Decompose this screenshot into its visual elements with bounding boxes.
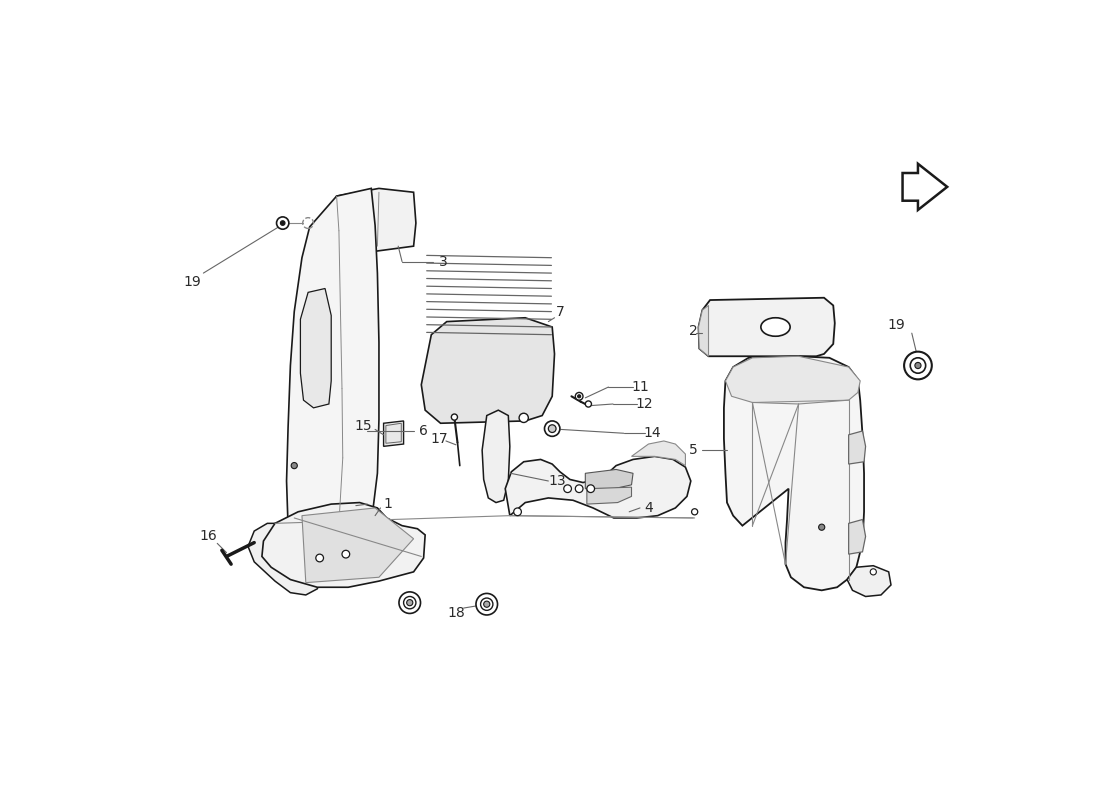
Polygon shape [384, 421, 404, 446]
Polygon shape [332, 188, 416, 254]
Polygon shape [726, 356, 860, 404]
Polygon shape [262, 502, 425, 587]
Text: 17: 17 [430, 432, 448, 446]
Polygon shape [421, 318, 554, 423]
Circle shape [484, 601, 490, 607]
Circle shape [276, 217, 289, 230]
Polygon shape [505, 456, 691, 518]
Text: 18: 18 [447, 606, 465, 621]
Circle shape [514, 508, 521, 516]
Circle shape [586, 485, 595, 493]
Polygon shape [902, 164, 947, 210]
Polygon shape [849, 431, 866, 464]
Text: 7: 7 [556, 305, 564, 318]
Text: 15: 15 [354, 418, 373, 433]
Circle shape [342, 550, 350, 558]
Text: 16: 16 [199, 530, 217, 543]
Text: 19: 19 [888, 318, 905, 333]
Text: 5: 5 [689, 443, 697, 457]
Circle shape [292, 462, 297, 469]
Polygon shape [698, 298, 835, 356]
Polygon shape [698, 306, 708, 356]
Circle shape [548, 425, 557, 433]
Text: 6: 6 [419, 424, 428, 438]
Text: 4: 4 [645, 501, 652, 515]
Circle shape [481, 598, 493, 610]
Circle shape [404, 597, 416, 609]
Polygon shape [249, 523, 321, 595]
Polygon shape [724, 356, 865, 590]
Text: 19: 19 [184, 275, 201, 290]
Polygon shape [631, 441, 685, 466]
Circle shape [451, 414, 458, 420]
Polygon shape [587, 487, 631, 504]
Circle shape [316, 554, 323, 562]
Circle shape [399, 592, 420, 614]
Polygon shape [286, 188, 378, 570]
Circle shape [476, 594, 497, 615]
Circle shape [904, 352, 932, 379]
Circle shape [519, 414, 528, 422]
Circle shape [915, 362, 921, 369]
Circle shape [585, 401, 592, 407]
Circle shape [544, 421, 560, 436]
Polygon shape [847, 566, 891, 597]
Circle shape [911, 358, 926, 373]
Polygon shape [482, 410, 510, 502]
Circle shape [563, 485, 572, 493]
Circle shape [692, 509, 697, 515]
Text: 14: 14 [644, 426, 661, 440]
Circle shape [818, 524, 825, 530]
Circle shape [407, 599, 412, 606]
Text: 13: 13 [549, 474, 566, 488]
Polygon shape [849, 519, 866, 554]
Text: 1: 1 [384, 497, 393, 511]
Text: 12: 12 [636, 397, 653, 411]
Text: 2: 2 [689, 324, 697, 338]
Polygon shape [301, 508, 414, 582]
Polygon shape [585, 470, 634, 489]
Circle shape [575, 393, 583, 400]
Circle shape [575, 485, 583, 493]
Text: 3: 3 [439, 254, 448, 269]
Circle shape [578, 394, 581, 398]
Text: 11: 11 [631, 380, 650, 394]
Circle shape [280, 221, 285, 226]
Polygon shape [300, 289, 331, 408]
Ellipse shape [761, 318, 790, 336]
Circle shape [870, 569, 877, 575]
